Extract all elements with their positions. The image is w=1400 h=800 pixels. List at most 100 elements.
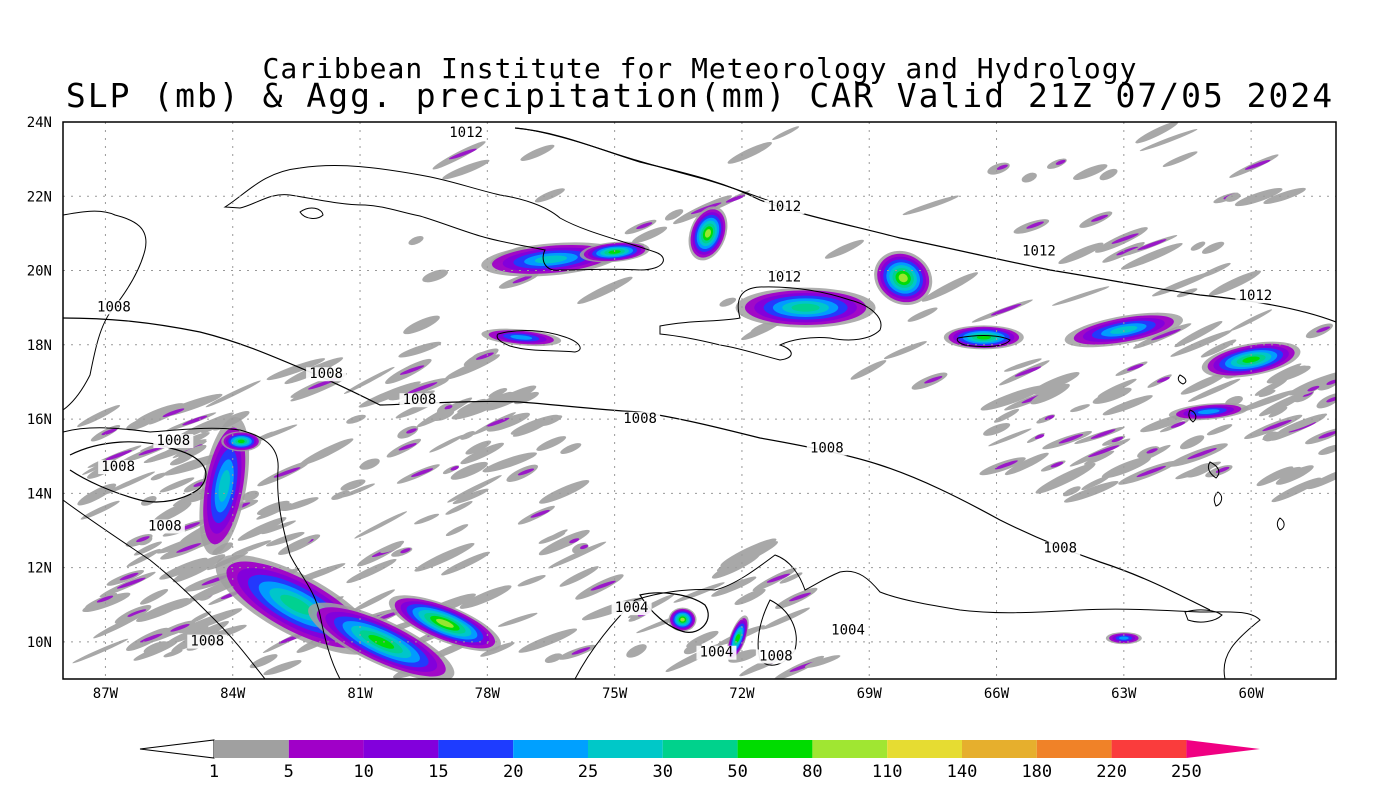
precip-streak [133,541,162,556]
precip-streak [626,644,647,658]
isobar-label: 1008 [810,440,844,456]
precip-streak [1137,239,1167,251]
colorbar-label-180: 180 [1021,762,1052,782]
precip-streak [1186,462,1215,478]
precip-streak [497,612,538,627]
isobar-label: 1008 [623,411,657,427]
precip-band-6-level-4 [510,335,533,340]
precip-streak [1004,452,1049,476]
precip-streak [686,630,719,648]
isobar-label-bg [399,393,440,408]
precip-streak [408,236,424,246]
precip-streak [766,573,791,583]
precip-streak [1030,372,1080,395]
precip-streak [136,536,150,543]
precip-streak [104,450,132,461]
precip-streak [358,381,421,408]
precip-streak [1146,448,1158,454]
precip-streak [354,511,408,539]
colorbar-label-10: 10 [353,762,373,782]
lon-tick-label-81W: 81W [347,686,373,702]
isobar-label-bg [696,645,737,660]
lon-tick-label-66W: 66W [984,686,1010,702]
precip-streak [1021,172,1037,183]
lon-tick-label-63W: 63W [1111,686,1137,702]
precip-streak [636,222,653,230]
precip-streak [514,391,539,405]
precip-streak [460,442,504,465]
precip-streak [1306,468,1336,490]
precip-streak [883,341,927,360]
precip-streak [1188,378,1241,402]
colorbar-label-5: 5 [284,762,294,782]
precip-streak [141,496,157,506]
isobar-label-bg [1018,244,1059,259]
colorbar-label-220: 220 [1096,762,1127,782]
isobar-label: 1008 [1043,541,1077,557]
precip-band-17-level-4 [1118,636,1129,640]
precip-streak [346,414,366,424]
precip-streak [1051,286,1110,306]
precip-streak [159,477,195,493]
chart-title-line-1: Caribbean Institute for Meteorology and … [262,52,1138,85]
precip-streak [1258,389,1276,398]
precip-streak [1120,242,1183,270]
precip-streak [403,315,440,335]
colorbar-label-15: 15 [428,762,448,782]
precipitation-layer [72,122,1336,679]
colorbar-swatch-0 [214,740,289,758]
precip-band-13-level-4 [1197,409,1220,415]
precip-streak [1254,379,1288,396]
precip-streak [1190,241,1206,251]
isobar-label-bg [806,441,847,456]
isobar-label-bg [98,460,139,475]
isobar-label: 1012 [1022,244,1056,260]
colorbar-swatch-5 [588,740,663,758]
precip-streak [459,585,512,609]
precip-streak [1180,373,1227,395]
precip-streak [1151,328,1181,341]
precip-streak [789,592,812,602]
precip-streak [1268,406,1288,418]
isobar-label: 1008 [190,634,224,650]
latitude-ticks: 24N 22N 20N 18N 16N 14N 12N 10N [27,115,52,651]
precip-band-0-level-5 [218,469,230,502]
precip-streak [359,458,380,470]
precip-streak [1275,465,1314,485]
hispaniola-outline [659,286,882,361]
precip-streak [1307,385,1320,392]
precip-streak [143,641,169,654]
precip-streak [266,358,326,381]
precip-streak [398,341,442,358]
precip-streak [544,653,563,663]
precip-streak [281,497,319,512]
precip-streak [1316,326,1331,333]
lon-tick-label-60W: 60W [1238,686,1264,702]
isobar-label: 1008 [156,433,190,449]
precip-streak [343,366,395,394]
precip-streak [1229,309,1273,332]
precip-streak [480,642,515,657]
precip-streak [176,543,202,553]
isobar-label: 1004 [831,622,865,638]
precip-streak [261,520,297,535]
precip-streak [1136,465,1167,478]
isobar-label: 1008 [403,392,437,408]
precip-streak [178,444,207,460]
precip-streak [400,548,411,554]
colorbar-label-250: 250 [1171,762,1202,782]
precip-streak [1263,187,1306,204]
colorbar-swatch-10 [962,740,1037,758]
precip-streak [136,598,190,622]
central-america-pacific-outline [63,499,266,679]
isobar-label-bg [1235,289,1276,304]
precip-streak [530,509,550,518]
precip-streak [189,611,212,624]
precip-streak [447,475,502,503]
colorbar-swatch-2 [363,740,439,758]
precip-streak [1200,339,1237,358]
precip-streak [1234,187,1283,207]
isobar-label-bg [153,434,194,449]
isobar-labels: 1012 1012 1012 1012 1012 1008 1008 1008 1008 1008… [93,125,1276,664]
precip-streak [242,490,260,501]
